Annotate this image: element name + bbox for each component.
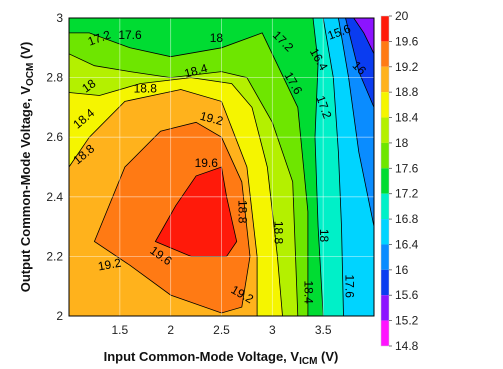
colorbar-band: [381, 269, 389, 296]
contour-label: 18.8: [236, 200, 250, 224]
x-tick-label: 1.5: [111, 323, 128, 337]
colorbar-tick-label: 15.2: [395, 314, 419, 328]
y-tick-label: 2.2: [46, 249, 63, 263]
y-tick-label: 2: [56, 309, 63, 323]
contour-label: 19.2: [97, 256, 123, 274]
colorbar-tick-label: 18.8: [395, 85, 419, 99]
colorbar-tick-label: 16: [395, 263, 409, 277]
colorbar-tick-labels: 20 19.6 19.2 18.8 18.4 18 17.6 17.2 16.8 16.4 16 15…: [389, 9, 419, 353]
colorbar-tick-label: 19.2: [395, 60, 419, 74]
colorbar-band: [381, 142, 389, 169]
colorbar-band: [381, 66, 389, 93]
contour-label: 19.2: [198, 109, 224, 129]
colorbar-band: [381, 168, 389, 194]
contour-label: 19.6: [195, 156, 219, 170]
contour-label: 18.4: [183, 61, 209, 81]
colorbar-band: [381, 16, 389, 42]
contour-label: 18: [317, 229, 331, 243]
x-tick-label: 3: [269, 323, 276, 337]
x-tick-label: 2.5: [213, 323, 230, 337]
contour-label: 18.8: [134, 82, 158, 96]
colorbar-tick-label: 15.6: [395, 288, 419, 302]
colorbar-band: [381, 117, 389, 143]
contour-label: 18: [210, 31, 224, 45]
contour-label: 18.4: [302, 280, 316, 304]
colorbar-tick-label: 16.4: [395, 237, 419, 251]
colorbar-band: [381, 295, 389, 321]
colorbar-band: [381, 244, 389, 270]
y-axis-title: Output Common-Mode Voltage, VOCM (V): [18, 42, 36, 293]
colorbar-tick-label: 18.4: [395, 111, 419, 125]
y-tick-labels: 2 2.2 2.4 2.6 2.8 3: [46, 11, 63, 323]
contour-region-15-6: [353, 18, 374, 54]
colorbar-tick-label: 18: [395, 136, 409, 150]
contour-label: 18.8: [271, 221, 285, 245]
colorbar-band: [381, 41, 389, 67]
x-tick-labels: 1.5 2 2.5 3 3.5: [111, 323, 331, 337]
colorbar-band: [381, 193, 389, 220]
colorbar-band: [381, 92, 389, 118]
colorbar-tick-label: 17.6: [395, 161, 419, 175]
x-axis-title: Input Common-Mode Voltage, VICM (V): [104, 349, 339, 367]
x-tick-label: 2: [167, 323, 174, 337]
colorbar-tick-label: 16.8: [395, 212, 419, 226]
y-tick-label: 3: [56, 11, 63, 25]
plot-frame: [68, 17, 375, 317]
y-tick-label: 2.8: [46, 71, 63, 85]
colorbar-frame: [380, 15, 390, 347]
colorbar-band: [381, 320, 389, 346]
y-tick-label: 2.6: [46, 130, 63, 144]
x-tick-label: 3.5: [315, 323, 332, 337]
colorbar-tick-label: 17.2: [395, 187, 419, 201]
colorbar-tick-label: 20: [395, 9, 409, 23]
y-tick-label: 2.4: [46, 190, 63, 204]
colorbar-tick-label: 14.8: [395, 339, 419, 353]
contour-label: 17.6: [342, 275, 356, 299]
colorbar-tick-label: 19.6: [395, 34, 419, 48]
contour-region-16: [345, 18, 374, 108]
contour-label: 17.6: [118, 28, 142, 42]
colorbar-band: [381, 219, 389, 245]
colorbar: [380, 15, 390, 347]
